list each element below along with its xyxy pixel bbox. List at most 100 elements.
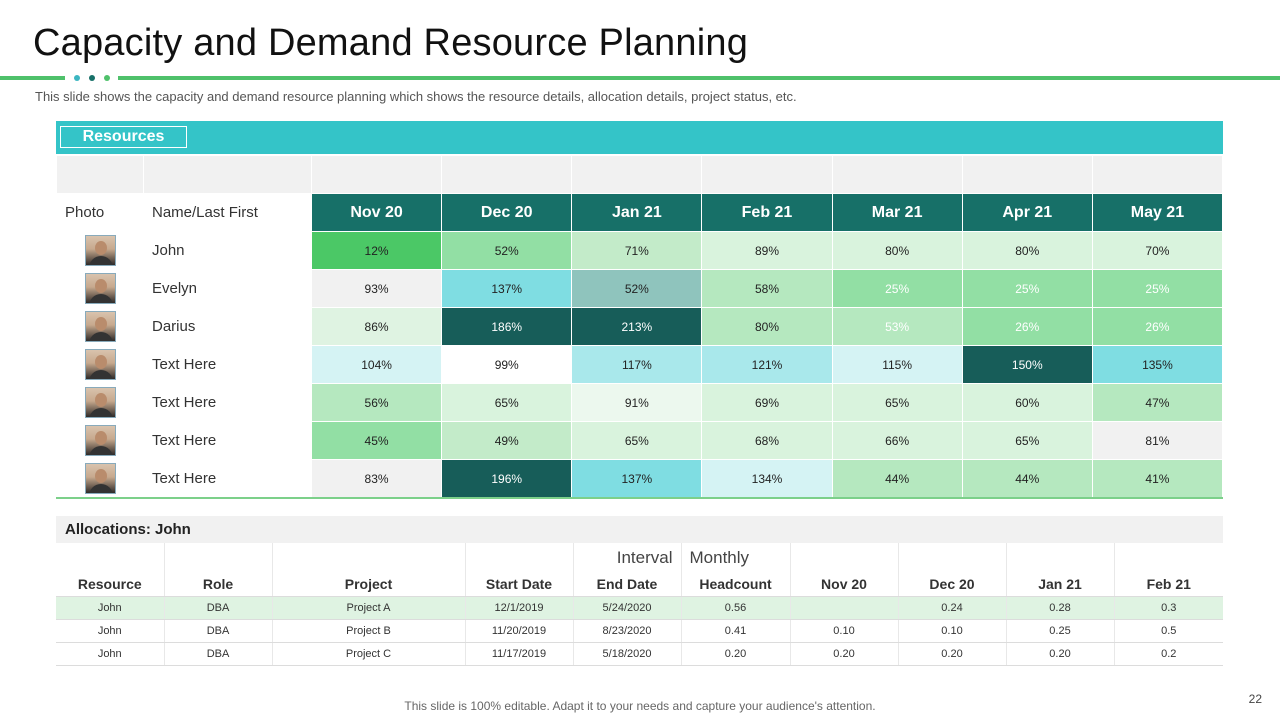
month-header: Nov 20: [310, 193, 443, 232]
utilization-cell: 91%: [571, 383, 703, 422]
allocations-title: Allocations: John: [56, 516, 1223, 543]
allocation-cell: 0.5: [1113, 619, 1223, 643]
slide-subtitle: This slide shows the capacity and demand…: [35, 89, 797, 104]
photo-cell: [56, 421, 144, 460]
utilization-cell: 150%: [961, 345, 1093, 384]
resource-name: Text Here: [143, 421, 312, 460]
utilization-cell: 45%: [310, 421, 443, 460]
blank-cell: [571, 155, 703, 194]
blank-cell: [163, 543, 272, 572]
utilization-cell: 134%: [701, 459, 833, 499]
blank-cell: [441, 155, 573, 194]
utilization-cell: 65%: [961, 421, 1093, 460]
allocation-cell: DBA: [163, 619, 272, 643]
utilization-cell: 69%: [701, 383, 833, 422]
utilization-cell: 89%: [701, 231, 833, 270]
allocation-cell: DBA: [163, 642, 272, 666]
utilization-cell: 121%: [701, 345, 833, 384]
allocation-cell: Project B: [271, 619, 465, 643]
utilization-cell: 25%: [831, 269, 963, 308]
allocation-cell: 0.20: [680, 642, 790, 666]
allocation-cell: 0.10: [897, 619, 1006, 643]
allocation-cell: 0.56: [680, 596, 790, 620]
decor-dot: [104, 75, 110, 81]
allocations-table: Interval Monthly Resource Role Project Start …: [56, 543, 1223, 666]
resource-name: Text Here: [143, 459, 312, 499]
utilization-cell: 80%: [701, 307, 833, 346]
blank-cell: [271, 543, 465, 572]
month-header: Apr 21: [961, 193, 1093, 232]
blank-cell: [961, 155, 1093, 194]
avatar: [84, 387, 116, 418]
avatar: [84, 235, 116, 266]
allocation-cell: 5/18/2020: [572, 642, 681, 666]
resource-name: Text Here: [143, 345, 312, 384]
allocation-cell: 0.3: [1113, 596, 1223, 620]
allocation-cell: DBA: [163, 596, 272, 620]
interval-value: Monthly: [680, 543, 790, 572]
utilization-cell: 213%: [571, 307, 703, 346]
blank-row: [56, 155, 1224, 194]
utilization-cell: 137%: [441, 269, 573, 308]
utilization-cell: 41%: [1091, 459, 1224, 499]
allocation-cell: Project A: [271, 596, 465, 620]
month-header: Dec 20: [441, 193, 573, 232]
header-row: Photo Name/Last First Nov 20 Dec 20 Jan 21 Fe…: [56, 193, 1224, 232]
column-header: Nov 20: [789, 572, 898, 597]
allocation-cell: 0.20: [789, 642, 898, 666]
allocation-cell: 0.24: [897, 596, 1006, 620]
resource-row: Text Here 56% 65% 91% 69% 65% 60% 47%: [56, 383, 1224, 422]
resource-name: Text Here: [143, 383, 312, 422]
allocation-cell: Project C: [271, 642, 465, 666]
resource-name: Darius: [143, 307, 312, 346]
resource-row: Evelyn 93% 137% 52% 58% 25% 25% 25%: [56, 269, 1224, 308]
utilization-cell: 53%: [831, 307, 963, 346]
utilization-cell: 44%: [831, 459, 963, 499]
blank-cell: [789, 543, 898, 572]
decor-dot: [89, 75, 95, 81]
page-number: 22: [1248, 692, 1262, 706]
title-dots: [74, 75, 110, 81]
column-header: Start Date: [464, 572, 573, 597]
avatar: [84, 273, 116, 304]
utilization-cell: 52%: [571, 269, 703, 308]
resource-row: Text Here 104% 99% 117% 121% 115% 150% 135%: [56, 345, 1224, 384]
decor-dot: [74, 75, 80, 81]
utilization-cell: 47%: [1091, 383, 1224, 422]
utilization-cell: 93%: [310, 269, 443, 308]
column-header: Dec 20: [897, 572, 1006, 597]
blank-cell: [1113, 543, 1223, 572]
blank-cell: [897, 543, 1006, 572]
name-header: Name/Last First: [143, 193, 312, 232]
resource-row: Text Here 83% 196% 137% 134% 44% 44% 41%: [56, 459, 1224, 499]
allocation-cell: 11/20/2019: [464, 619, 573, 643]
page-title: Capacity and Demand Resource Planning: [33, 22, 749, 64]
blank-cell: [464, 543, 573, 572]
avatar: [84, 311, 116, 342]
column-header: Feb 21: [1113, 572, 1223, 597]
allocation-cell: 8/23/2020: [572, 619, 681, 643]
allocation-cell: John: [56, 642, 164, 666]
photo-header: Photo: [56, 193, 144, 232]
month-header: Jan 21: [571, 193, 703, 232]
utilization-cell: 12%: [310, 231, 443, 270]
blank-cell: [143, 155, 312, 194]
allocation-cell: 0.28: [1005, 596, 1114, 620]
footer-note: This slide is 100% editable. Adapt it to…: [404, 699, 876, 713]
blank-cell: [56, 543, 164, 572]
utilization-cell: 65%: [571, 421, 703, 460]
utilization-cell: 68%: [701, 421, 833, 460]
resource-row: Darius 86% 186% 213% 80% 53% 26% 26%: [56, 307, 1224, 346]
blank-cell: [701, 155, 833, 194]
resources-header-bar: Resources: [56, 121, 1223, 154]
utilization-cell: 83%: [310, 459, 443, 499]
allocation-cell: 0.2: [1113, 642, 1223, 666]
utilization-cell: 58%: [701, 269, 833, 308]
utilization-cell: 196%: [441, 459, 573, 499]
utilization-cell: 71%: [571, 231, 703, 270]
column-header: End Date: [572, 572, 681, 597]
allocation-cell: 12/1/2019: [464, 596, 573, 620]
avatar: [84, 349, 116, 380]
resource-row: Text Here 45% 49% 65% 68% 66% 65% 81%: [56, 421, 1224, 460]
month-header: May 21: [1091, 193, 1224, 232]
